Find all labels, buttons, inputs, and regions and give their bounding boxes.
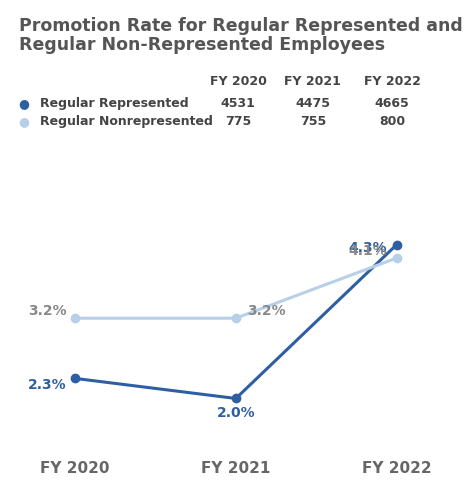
Text: 2.3%: 2.3% [28,378,67,393]
Text: ●: ● [19,97,29,110]
Text: Regular Represented: Regular Represented [40,97,188,110]
Text: 3.2%: 3.2% [247,304,286,318]
Text: 4.1%: 4.1% [348,244,387,258]
Text: 775: 775 [225,115,251,128]
Text: 4531: 4531 [221,97,255,110]
Text: FY 2021: FY 2021 [284,75,341,88]
Text: FY 2020: FY 2020 [210,75,267,88]
Text: 4665: 4665 [375,97,410,110]
Text: Regular Non-Represented Employees: Regular Non-Represented Employees [19,36,385,54]
Text: FY 2022: FY 2022 [364,75,421,88]
Text: 4.3%: 4.3% [348,241,387,255]
Text: Regular Nonrepresented: Regular Nonrepresented [40,115,212,128]
Text: 4475: 4475 [296,97,330,110]
Text: 755: 755 [300,115,326,128]
Text: 800: 800 [379,115,405,128]
Text: ●: ● [19,115,29,128]
Text: 2.0%: 2.0% [217,407,255,421]
Text: Promotion Rate for Regular Represented and: Promotion Rate for Regular Represented a… [19,17,462,35]
Text: 3.2%: 3.2% [28,304,67,318]
